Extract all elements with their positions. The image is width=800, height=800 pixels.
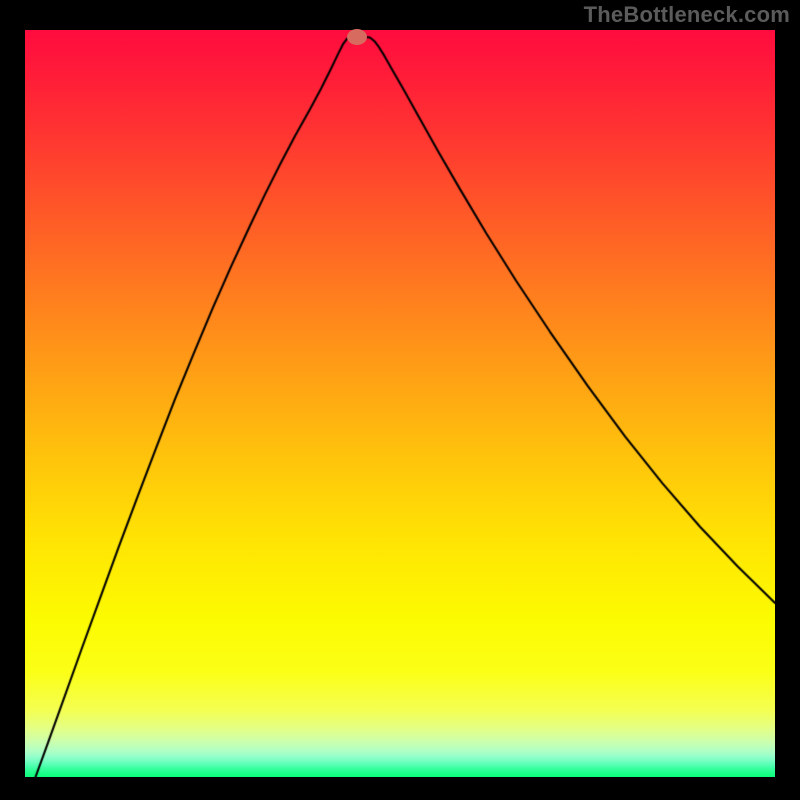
plot-area [25, 30, 775, 777]
bottleneck-curve [25, 30, 775, 777]
chart-container: TheBottleneck.com [0, 0, 800, 800]
bottleneck-marker [347, 29, 367, 45]
watermark-label: TheBottleneck.com [584, 2, 790, 28]
